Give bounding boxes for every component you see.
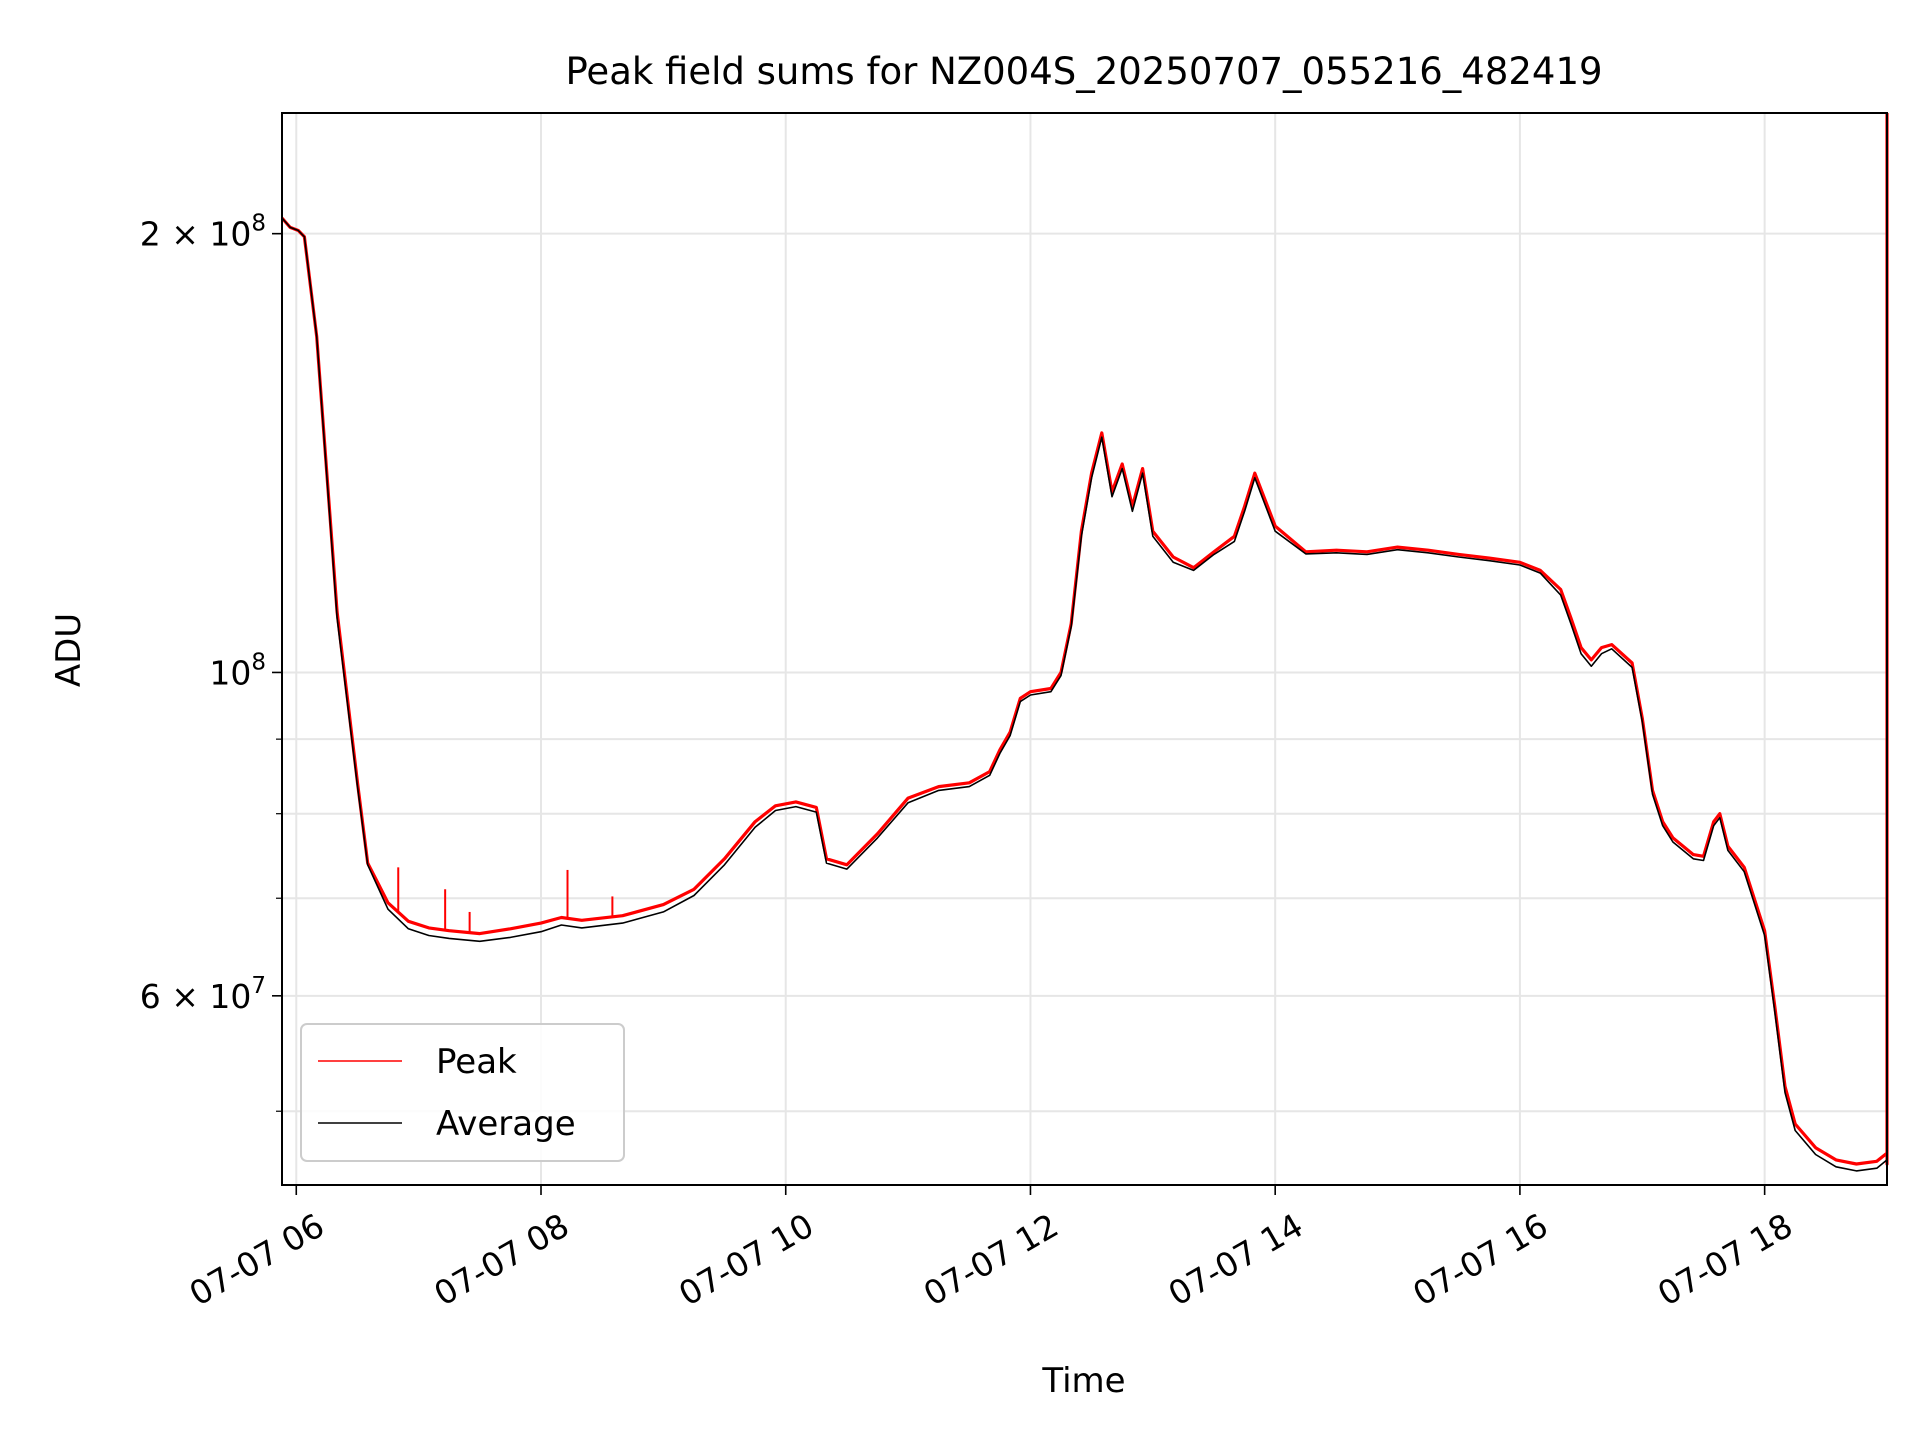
x-axis-label: Time bbox=[1041, 1361, 1125, 1401]
y-tick-label: 2 × 108 bbox=[140, 211, 266, 254]
legend: Peak Average bbox=[300, 1023, 625, 1162]
x-tick-label: 07-07 12 bbox=[917, 1206, 1065, 1314]
x-tick-label: 07-07 18 bbox=[1651, 1206, 1799, 1314]
x-tick-label: 07-07 10 bbox=[672, 1206, 820, 1314]
y-tick-label: 108 bbox=[209, 649, 266, 692]
series-layer bbox=[280, 113, 1889, 1172]
x-tick-label: 07-07 08 bbox=[427, 1206, 575, 1314]
series-line-average bbox=[281, 113, 1888, 1172]
x-tick-label: 07-07 06 bbox=[183, 1206, 331, 1314]
plot-frame bbox=[281, 112, 1888, 1186]
series-line-peak bbox=[280, 113, 1889, 1166]
x-axis-ticks: 07-07 06 07-07 08 07-07 10 07-07 12 07-07 14… bbox=[183, 1185, 1799, 1314]
x-tick-label: 07-07 16 bbox=[1406, 1206, 1554, 1314]
grid bbox=[282, 113, 1887, 1185]
chart-title: Peak field sums for NZ004S_20250707_0552… bbox=[565, 50, 1602, 93]
legend-label-peak: Peak bbox=[436, 1042, 517, 1082]
y-axis-ticks: 2 × 108 108 6 × 107 bbox=[140, 211, 282, 1112]
x-tick-label: 07-07 14 bbox=[1162, 1206, 1310, 1314]
legend-box bbox=[300, 1023, 625, 1162]
y-tick-label: 6 × 107 bbox=[140, 973, 266, 1016]
y-axis-label: ADU bbox=[49, 613, 89, 687]
legend-label-average: Average bbox=[436, 1104, 576, 1144]
